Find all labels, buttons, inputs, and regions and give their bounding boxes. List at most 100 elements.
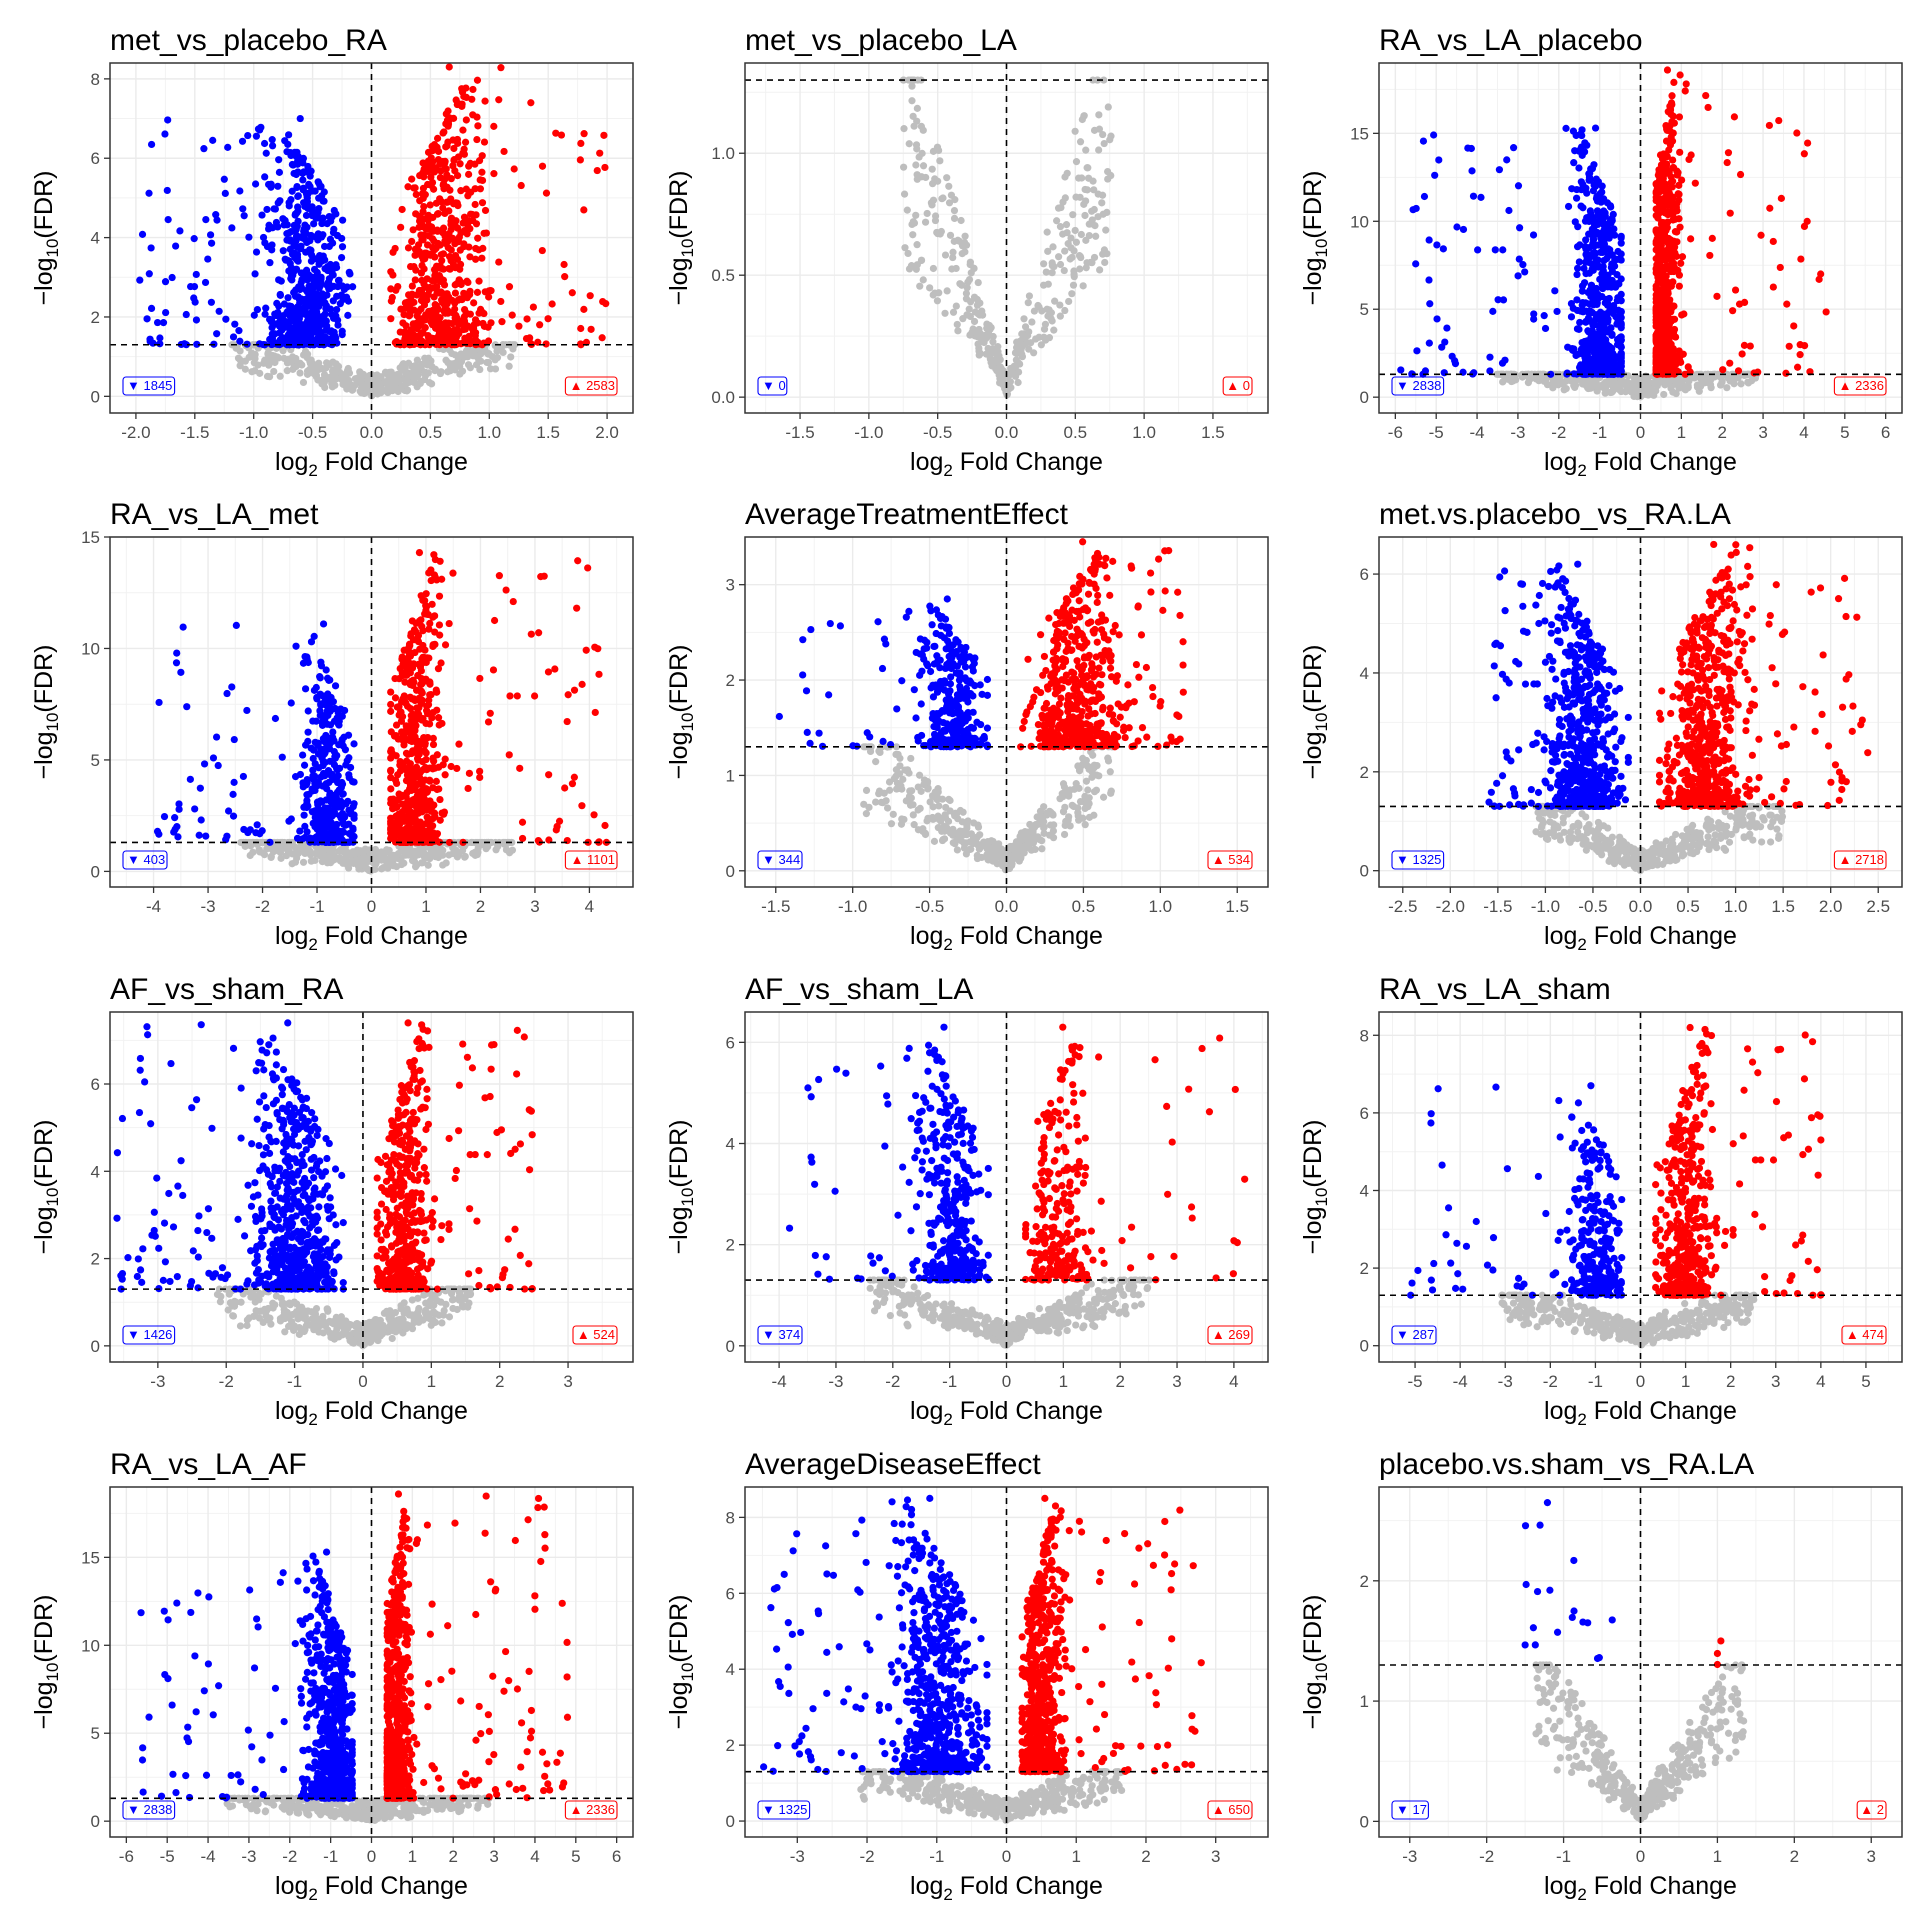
point-not-significant <box>1560 386 1568 394</box>
point-down-regulated <box>315 284 323 292</box>
point-down-regulated <box>306 246 314 254</box>
x-axis-label: log2 Fold Change <box>1544 448 1737 480</box>
point-down-regulated <box>325 285 333 293</box>
point-up-regulated <box>447 246 455 254</box>
point-up-regulated <box>478 254 486 262</box>
point-not-significant <box>912 211 920 219</box>
point-not-significant <box>428 380 436 388</box>
point-down-regulated <box>302 781 310 789</box>
point-not-significant <box>970 317 979 326</box>
point-up-regulated <box>1659 176 1667 185</box>
point-up-regulated <box>444 309 452 317</box>
point-down-regulated <box>1617 343 1625 351</box>
point-down-regulated <box>268 142 277 150</box>
point-up-regulated <box>419 291 427 299</box>
point-up-regulated <box>462 93 471 101</box>
point-down-regulated <box>1474 246 1482 254</box>
point-up-regulated <box>1797 255 1805 263</box>
point-down-regulated <box>1599 330 1607 339</box>
point-not-significant <box>974 278 982 287</box>
point-down-regulated <box>312 339 320 347</box>
point-up-regulated <box>480 138 489 146</box>
point-up-regulated <box>1766 204 1774 212</box>
point-up-regulated <box>410 184 418 192</box>
point-up-regulated <box>462 116 470 124</box>
point-up-regulated <box>442 143 450 151</box>
point-down-regulated <box>1585 308 1593 316</box>
point-down-regulated <box>1578 131 1586 140</box>
point-not-significant <box>912 141 921 149</box>
x-tick-label: -2.0 <box>121 423 150 442</box>
point-up-regulated <box>1769 237 1777 246</box>
point-not-significant <box>1624 372 1632 380</box>
x-tick-label: 1.0 <box>1132 423 1156 442</box>
point-down-regulated <box>341 746 350 754</box>
point-up-regulated <box>510 165 518 173</box>
point-not-significant <box>421 354 429 362</box>
point-up-regulated <box>1671 243 1679 251</box>
point-not-significant <box>411 863 420 871</box>
point-down-regulated <box>212 733 221 741</box>
point-up-regulated <box>1662 160 1671 168</box>
point-up-regulated <box>1702 91 1710 100</box>
point-up-regulated <box>586 292 594 300</box>
point-down-regulated <box>1425 276 1433 284</box>
point-up-regulated <box>407 326 415 334</box>
point-down-regulated <box>182 310 190 319</box>
point-up-regulated <box>478 168 486 176</box>
point-up-regulated <box>1704 103 1712 112</box>
point-not-significant <box>1104 167 1112 176</box>
point-not-significant <box>954 327 962 335</box>
point-up-regulated <box>1724 149 1733 157</box>
point-down-regulated <box>175 805 183 813</box>
point-up-regulated <box>1657 187 1665 195</box>
point-down-regulated <box>159 319 168 327</box>
point-down-regulated <box>1515 255 1523 263</box>
point-up-regulated <box>455 317 463 325</box>
point-down-regulated <box>1617 290 1625 299</box>
point-up-regulated <box>467 188 475 196</box>
point-up-regulated <box>453 255 462 263</box>
point-not-significant <box>1062 221 1071 229</box>
x-tick-label: -2 <box>1551 423 1566 442</box>
point-not-significant <box>957 216 965 225</box>
x-tick-label: -3 <box>1510 423 1525 442</box>
point-down-regulated <box>1564 202 1573 211</box>
point-up-regulated <box>1674 169 1682 177</box>
panel-title: RA_vs_LA_placebo <box>1379 24 1643 57</box>
point-down-regulated <box>330 808 338 816</box>
point-down-regulated <box>1425 339 1433 347</box>
point-not-significant <box>234 354 243 362</box>
point-down-regulated <box>253 821 261 829</box>
point-not-significant <box>403 370 411 378</box>
point-down-regulated <box>349 824 357 832</box>
point-up-regulated <box>452 217 460 225</box>
point-not-significant <box>1644 377 1652 386</box>
point-down-regulated <box>1581 258 1590 266</box>
point-not-significant <box>923 209 931 218</box>
point-not-significant <box>1069 281 1078 289</box>
point-not-significant <box>1055 253 1063 261</box>
point-down-regulated <box>201 278 210 287</box>
point-down-regulated <box>304 737 312 745</box>
point-down-regulated <box>1489 307 1497 315</box>
point-down-regulated <box>1541 324 1550 333</box>
point-up-regulated <box>434 209 442 218</box>
point-up-regulated <box>1706 251 1714 260</box>
point-up-regulated <box>495 258 503 266</box>
point-down-regulated <box>261 173 269 181</box>
point-down-regulated <box>224 143 232 151</box>
y-tick-label: 4 <box>91 229 100 248</box>
point-down-regulated <box>1602 233 1610 241</box>
point-not-significant <box>1068 290 1076 298</box>
up-count-badge: ▲ 2583 <box>570 378 615 393</box>
point-up-regulated <box>1662 251 1670 259</box>
point-up-regulated <box>475 246 483 254</box>
point-not-significant <box>1053 217 1061 225</box>
point-up-regulated <box>1653 230 1661 238</box>
point-not-significant <box>1099 130 1107 139</box>
point-up-regulated <box>436 313 444 322</box>
point-up-regulated <box>476 185 485 193</box>
point-up-regulated <box>445 207 453 215</box>
point-not-significant <box>1072 238 1081 246</box>
